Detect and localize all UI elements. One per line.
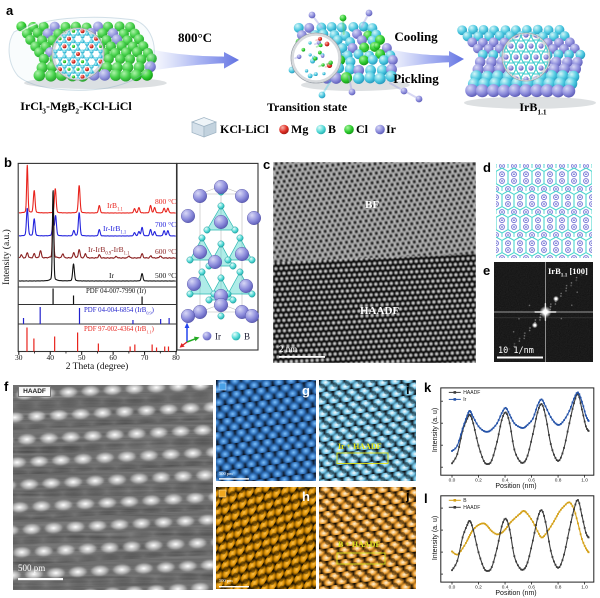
xrd-ref-label-ir: PDF 04-007-7990 (Ir)	[86, 288, 147, 295]
xrd-series-label-500: Ir	[109, 271, 114, 280]
profile-x-tick: 0.4	[502, 584, 509, 590]
panel-letter-i: i	[406, 382, 410, 397]
panel-f-haadf-image	[13, 385, 213, 590]
xrd-temp-500: 500 °C	[155, 271, 177, 280]
bf-label: BF	[365, 199, 380, 211]
panel-j-b-haadf-overlay	[319, 487, 416, 589]
panel-a-scheme-graphic	[8, 9, 596, 138]
xrd-series-label-800: IrB1.1	[107, 201, 123, 213]
profile-legend-label: HAADF	[463, 390, 480, 396]
profile-legend-label: Ir	[463, 397, 466, 403]
haadf-label-c: HAADF	[360, 305, 400, 317]
profile-x-tick: 0.4	[502, 477, 509, 483]
legend-label-b: B	[328, 122, 337, 136]
legend-label-kcl-licl: KCl-LiCl	[220, 122, 269, 136]
panel-letter-h: h	[302, 489, 310, 504]
profile-x-tick: 1.0	[581, 477, 588, 483]
panel-c-tem-image	[273, 162, 476, 363]
legend-label-ir: Ir	[386, 122, 396, 136]
profile-legend-label: B	[463, 498, 467, 504]
panel-letter-c: c	[263, 157, 271, 172]
profile-x-tick: 0.0	[449, 477, 456, 483]
panel-letter-k: k	[424, 380, 432, 395]
xrd-temp-600: 600 °C	[155, 247, 177, 256]
panel-e-fft-image	[494, 262, 593, 362]
profile-legend-label: HAADF	[463, 505, 480, 511]
panel-letter-a: a	[6, 3, 14, 18]
scalebar-label-c: 2 nm	[279, 344, 298, 354]
panel-letter-l: l	[424, 491, 428, 506]
legend-label-mg: Mg	[291, 122, 309, 136]
panel-d-structure-projection	[496, 164, 592, 258]
profile-x-tick: 0.0	[449, 584, 456, 590]
inset-legend-label-ir: Ir	[215, 332, 221, 342]
profile-x-tick: 0.6	[528, 477, 535, 483]
panel-letter-d: d	[483, 160, 491, 175]
inset-legend-label-b: B	[244, 332, 250, 342]
panel-h-b-map	[216, 487, 316, 589]
profile-x-tick: 0.8	[555, 477, 562, 483]
panel-i-ir-haadf-overlay	[319, 380, 416, 481]
scalebar-label-f: 500 pm	[18, 563, 46, 573]
haadf-badge: HAADF	[18, 386, 51, 397]
profile-x-tick: 0.2	[475, 584, 482, 590]
panel-b-xrd-chart: Ir B	[17, 162, 261, 355]
profile-x-tick: 0.6	[528, 584, 535, 590]
panel-letter-j: j	[406, 488, 410, 503]
scalebar-label-g: 500 pm	[219, 471, 233, 476]
legend-label-cl: Cl	[356, 122, 368, 136]
xrd-series-label-600: Ir-IrB0.9-IrB1.1	[88, 245, 130, 257]
xrd-ref-label-irb09: PDF 04-004-6854 (IrB0.9)	[84, 307, 154, 316]
xrd-temp-700: 700 °C	[155, 220, 177, 229]
panel-letter-e: e	[483, 263, 491, 278]
panel-letter-g: g	[302, 383, 310, 398]
overlay-label-i: Ir + HAADF	[338, 442, 382, 451]
fft-title: IrB1.1 [100]	[548, 266, 588, 279]
scalebar-label-e: 10 1/nm	[498, 346, 534, 356]
profile-x-tick: 0.2	[475, 477, 482, 483]
overlay-label-j: B + HAADF	[338, 540, 381, 549]
panel-letter-f: f	[4, 379, 9, 394]
xrd-series-label-700: Ir-IrB1.1	[103, 224, 127, 236]
xrd-temp-800: 800 °C	[155, 197, 177, 206]
panel-g-ir-map	[216, 380, 316, 481]
profile-x-tick: 1.0	[581, 584, 588, 590]
profile-x-tick: 0.8	[555, 584, 562, 590]
scalebar-label-h: 500 pm	[219, 578, 233, 583]
xrd-ref-label-irb11: PDF 97-002-4364 (IrB1.1)	[84, 326, 154, 335]
panel-letter-b: b	[4, 155, 12, 170]
